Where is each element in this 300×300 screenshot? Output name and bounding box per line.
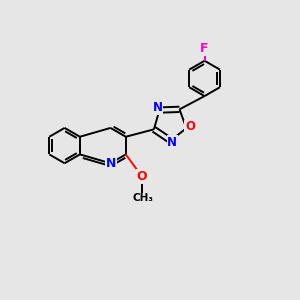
Text: O: O	[185, 120, 195, 133]
Text: N: N	[153, 101, 163, 115]
Text: N: N	[167, 136, 177, 149]
Text: O: O	[137, 170, 147, 183]
Text: N: N	[106, 157, 116, 170]
Text: F: F	[200, 42, 209, 55]
Text: CH₃: CH₃	[133, 193, 154, 203]
